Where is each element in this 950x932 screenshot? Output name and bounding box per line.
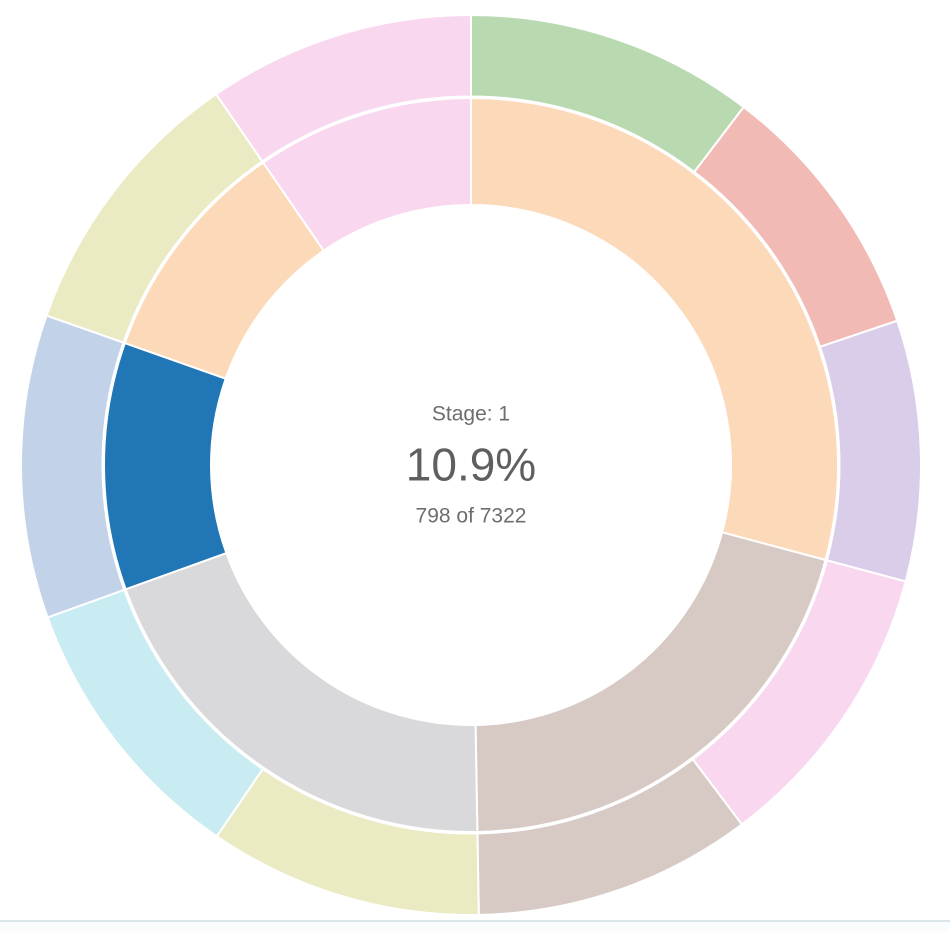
- inner-ring-segment-inner-2[interactable]: [474, 531, 827, 833]
- inner-ring-segment-inner-6[interactable]: [262, 97, 472, 252]
- section-divider: [0, 920, 950, 932]
- inner-ring-segment-inner-4-stage-1-selected[interactable]: [103, 342, 228, 591]
- inner-ring-segment-inner-1[interactable]: [470, 97, 839, 561]
- outer-ring-segment-outer-10[interactable]: [215, 14, 472, 163]
